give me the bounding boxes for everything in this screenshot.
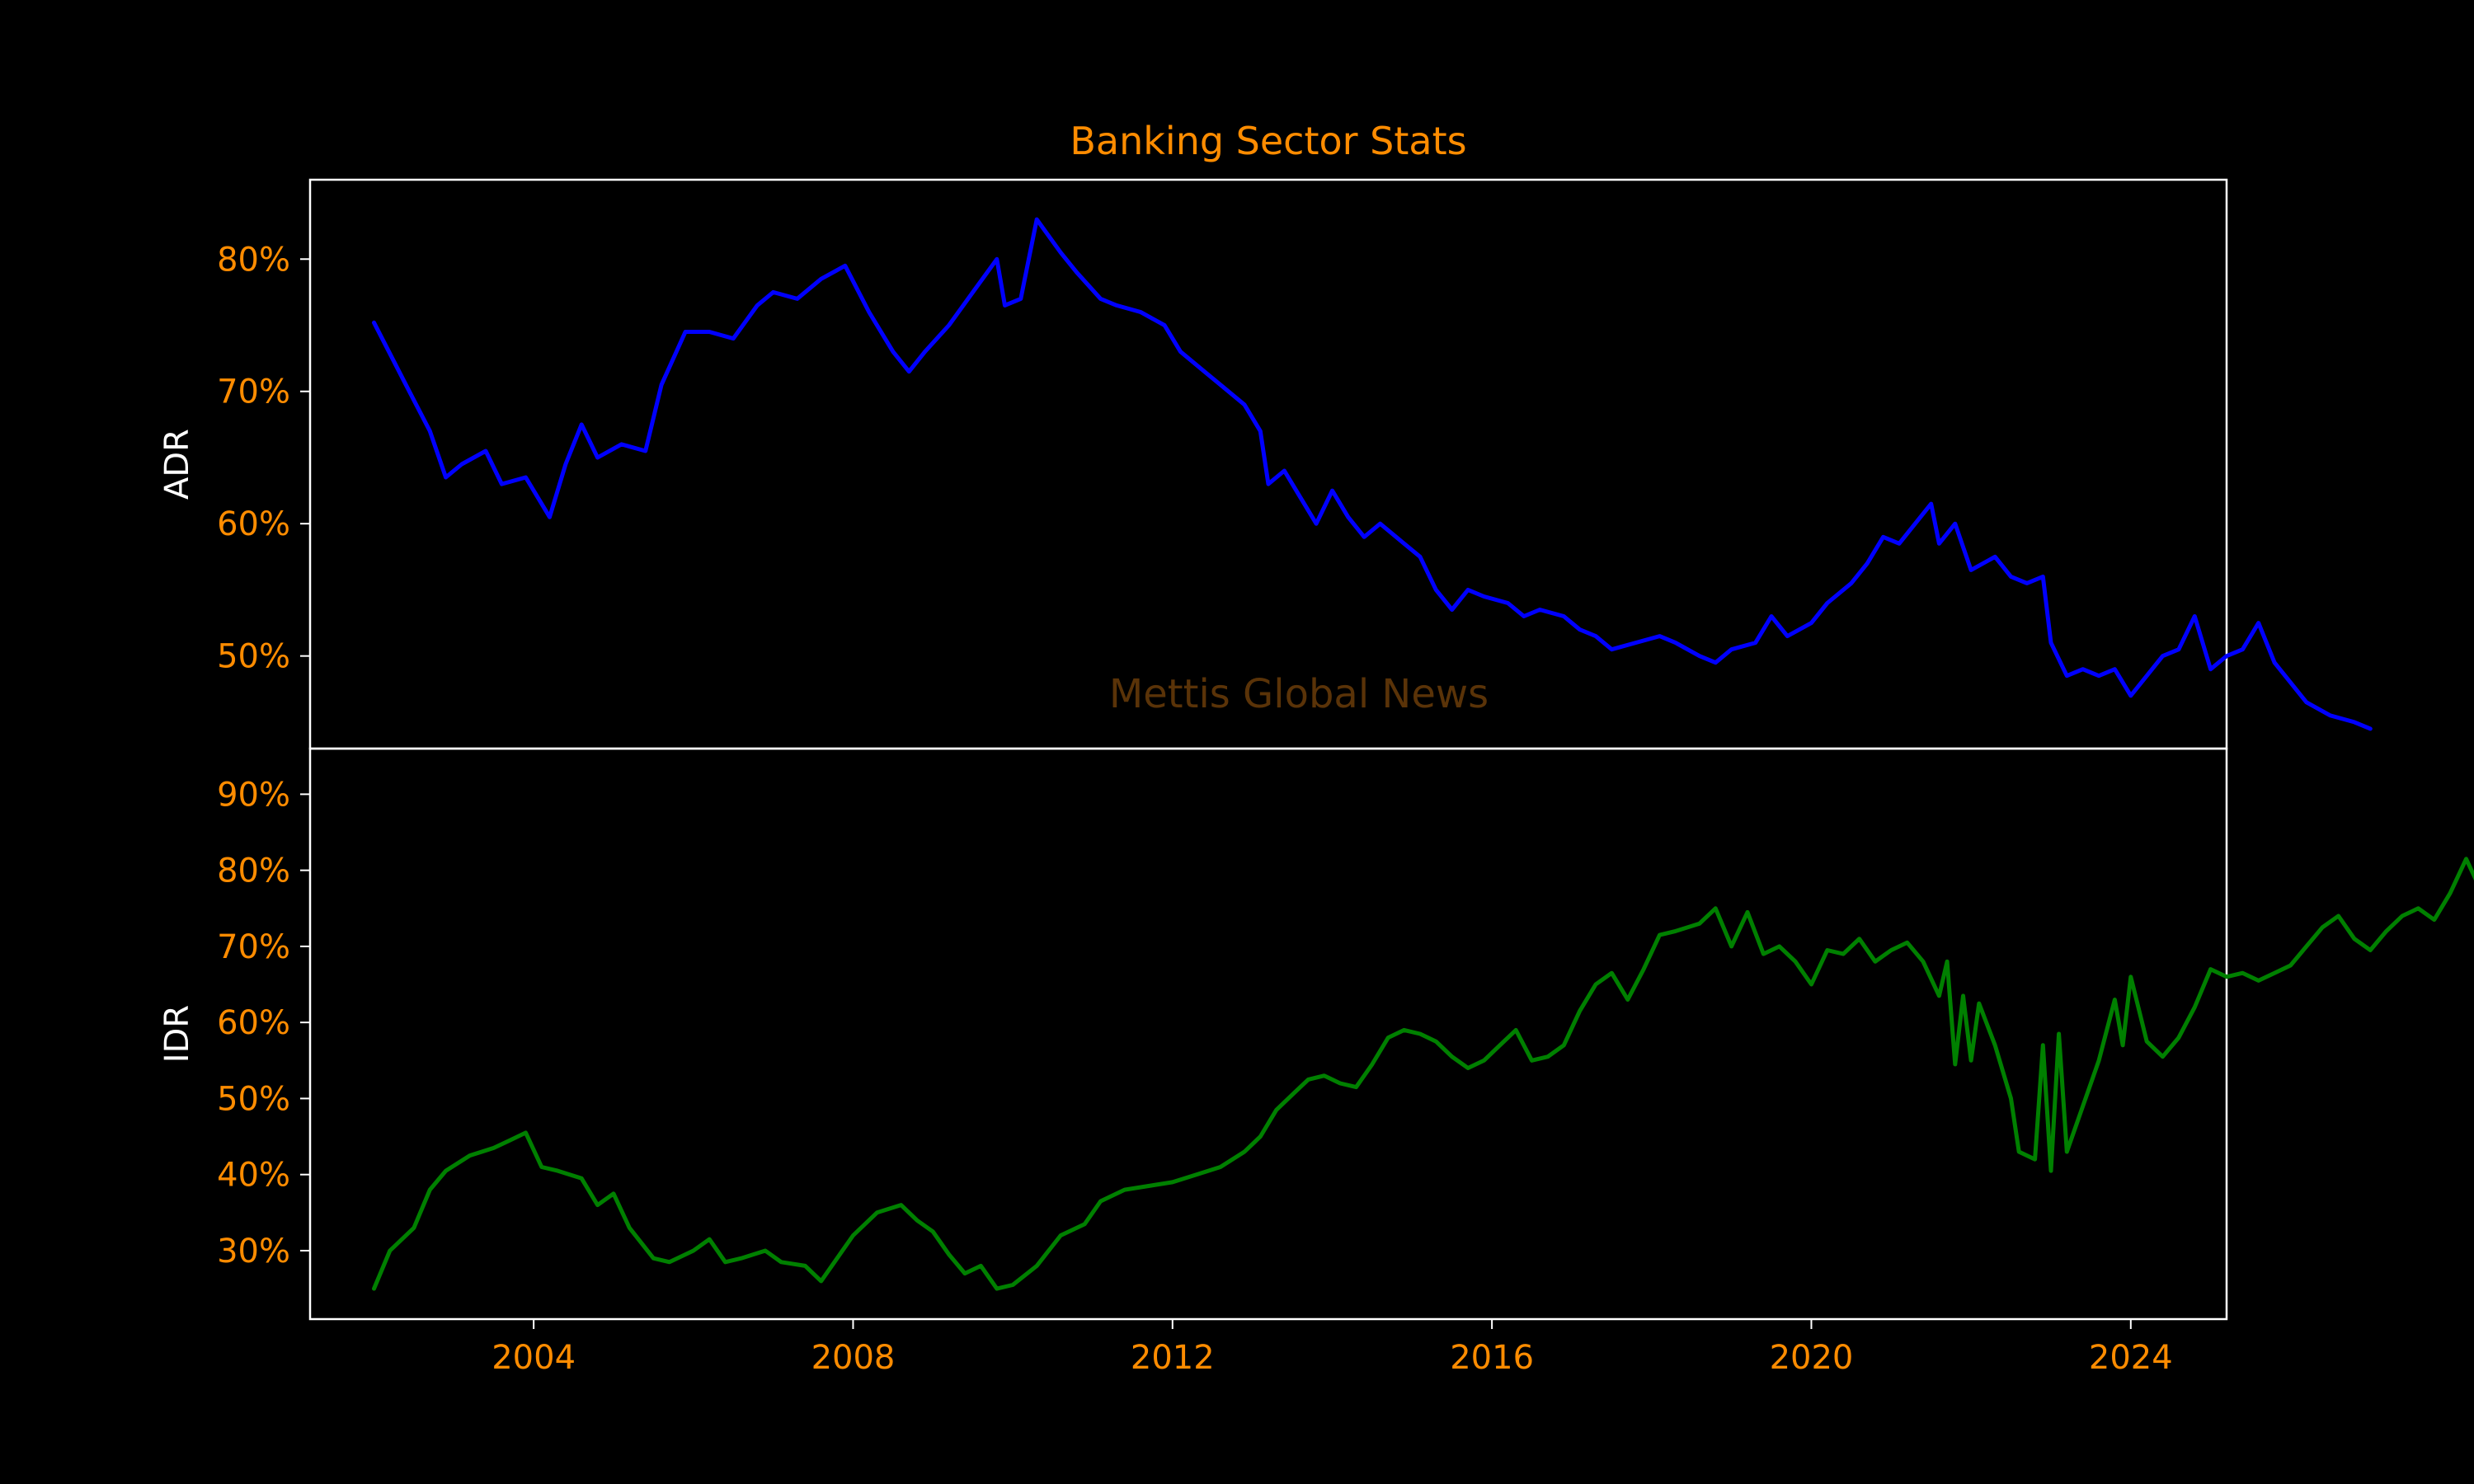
x-tick-label: 2004 [492,1339,576,1377]
y-tick-label: 60% [217,1004,290,1042]
series-line-adr [372,217,2373,731]
y-tick-label: 70% [217,373,290,411]
x-tick-label: 2012 [1131,1339,1215,1377]
y-tick-label: 40% [217,1157,290,1195]
y-tick-label: 50% [217,1080,290,1118]
y-tick-label: 70% [217,928,290,966]
y-tick-label: 30% [217,1233,290,1270]
watermark-text: Mettis Global News [1109,671,1489,717]
x-tick-label: 2024 [2089,1339,2173,1377]
y-tick-label: 60% [217,505,290,543]
y-tick-label: 50% [217,638,290,676]
series-line-idr [372,857,2474,1291]
chart-title: Banking Sector Stats [1070,119,1466,163]
panel-frame [308,747,2228,1321]
x-tick-label: 2008 [811,1339,896,1377]
chart-panels: 50% 60% 70% 80% ADR 30% 40% 50% 60% 70% 80% 90% IDR 2… [158,178,2474,1377]
x-tick-label: 2016 [1450,1339,1534,1377]
y-tick-label: 80% [217,852,290,890]
x-tick-label: 2020 [1770,1339,1854,1377]
y-axis-label: IDR [158,1005,196,1063]
panel-idr: 30% 40% 50% 60% 70% 80% 90% IDR [158,747,2474,1321]
y-axis-label: ADR [158,429,196,500]
y-tick-label: 80% [217,241,290,279]
y-tick-label: 90% [217,776,290,814]
